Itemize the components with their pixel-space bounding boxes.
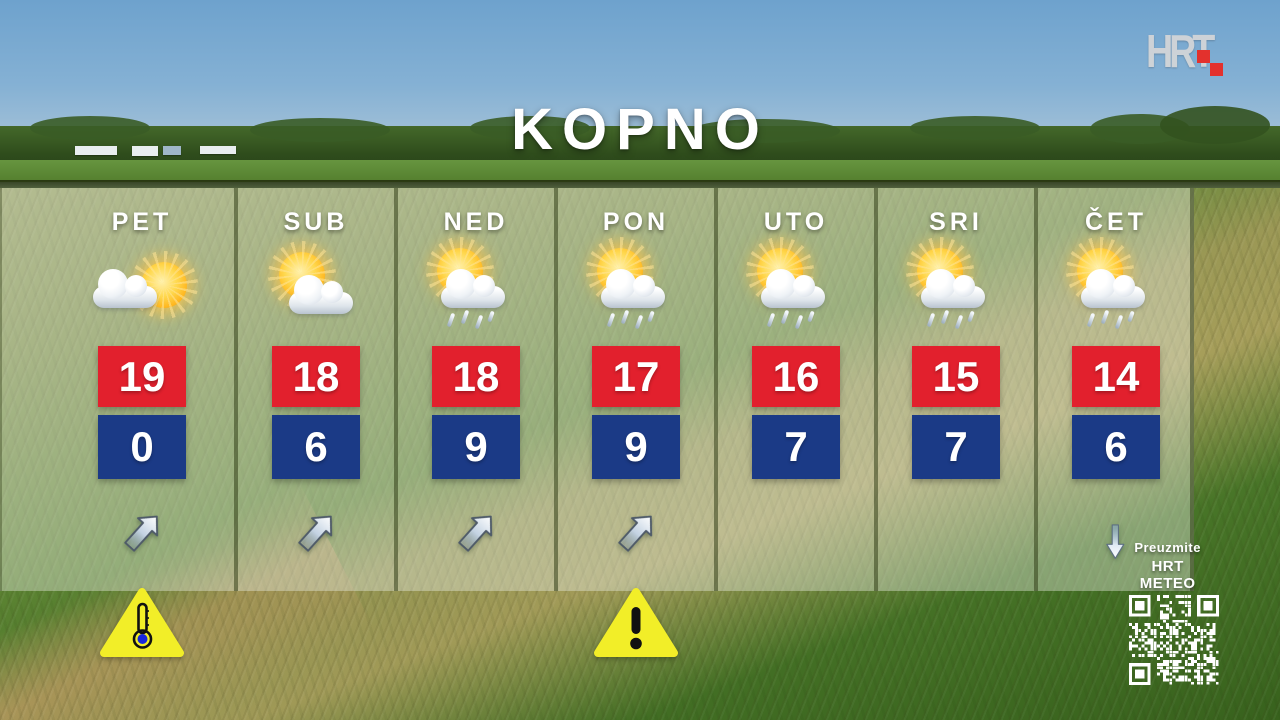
rain-icon xyxy=(926,309,987,334)
high-temperature: 15 xyxy=(912,346,1000,407)
farm-building xyxy=(200,146,236,154)
high-temperature: 19 xyxy=(98,346,186,407)
low-temperature: 7 xyxy=(912,415,1000,479)
promo-line2: HRT METEO xyxy=(1139,558,1196,592)
rain-icon xyxy=(766,309,827,334)
farm-building xyxy=(163,146,181,155)
warning-slot xyxy=(593,587,679,659)
general-warning-icon xyxy=(594,588,678,657)
rain-icon xyxy=(446,309,507,334)
cloud-icon xyxy=(93,269,157,308)
cloud-icon xyxy=(921,269,985,308)
day-label: SUB xyxy=(283,208,349,236)
tree-clump xyxy=(910,116,1040,140)
weather-icon xyxy=(741,237,851,334)
cloud-icon xyxy=(289,275,353,314)
high-temperature: 16 xyxy=(752,346,840,407)
warning-slot xyxy=(273,587,359,659)
cloud-icon xyxy=(441,269,505,308)
treeline xyxy=(0,106,1280,166)
warning-slot xyxy=(913,587,999,659)
cloud-icon xyxy=(601,269,665,308)
qr-code xyxy=(1129,595,1219,685)
day-label: PON xyxy=(602,208,670,236)
weather-icon xyxy=(261,241,371,332)
tree-clump xyxy=(470,116,590,140)
day-column: UTO 16 7 xyxy=(714,188,874,591)
low-temperature: 6 xyxy=(272,415,360,479)
high-temperature: 18 xyxy=(432,346,520,407)
weather-icon xyxy=(901,237,1011,334)
low-temperature: 9 xyxy=(432,415,520,479)
tree-clump xyxy=(30,116,150,140)
wind-arrow-icon xyxy=(612,509,660,557)
promo-line1: Preuzmite xyxy=(1134,540,1201,555)
low-temperature-warning-icon xyxy=(100,588,184,657)
field-boundary-line xyxy=(0,180,1280,188)
app-promo: Preuzmite HRT METEO xyxy=(1106,518,1204,592)
horizon-grass xyxy=(0,160,1280,182)
rain-icon xyxy=(606,309,667,334)
low-temperature: 7 xyxy=(752,415,840,479)
cloud-icon xyxy=(1081,269,1145,308)
day-label: NED xyxy=(443,208,509,236)
weather-icon xyxy=(87,246,198,332)
wind-arrow-icon xyxy=(292,509,340,557)
high-temperature: 14 xyxy=(1072,346,1160,407)
day-column: PON 17 9 xyxy=(554,188,714,657)
day-column: SRI 15 7 xyxy=(874,188,1034,591)
warning-slot xyxy=(433,587,519,659)
hrt-checker-square xyxy=(1210,63,1223,76)
tree-clump xyxy=(250,118,390,142)
day-label: SRI xyxy=(929,208,983,236)
high-temperature: 18 xyxy=(272,346,360,407)
high-temperature: 17 xyxy=(592,346,680,407)
promo-text: Preuzmite HRT METEO xyxy=(1132,540,1204,592)
low-temperature: 6 xyxy=(1072,415,1160,479)
weather-icon xyxy=(581,237,691,334)
download-arrow-icon xyxy=(1106,524,1125,559)
weather-icon xyxy=(421,237,531,334)
sun-icon xyxy=(268,241,336,309)
low-temperature: 0 xyxy=(98,415,186,479)
tree-clump xyxy=(1160,106,1270,144)
weather-icon xyxy=(1061,237,1171,334)
farm-building xyxy=(132,146,158,156)
warning-slot xyxy=(99,587,185,659)
hrt-checker-square xyxy=(1197,50,1210,63)
day-column: NED 18 9 xyxy=(394,188,554,591)
wind-arrow-icon xyxy=(452,509,500,557)
rain-icon xyxy=(1086,309,1147,334)
warning-slot xyxy=(753,587,839,659)
wind-arrow-icon xyxy=(118,509,166,557)
low-temperature: 9 xyxy=(592,415,680,479)
day-column: ČET 14 6 Preuzmite HRT METEO xyxy=(1034,188,1200,592)
day-label: UTO xyxy=(763,208,829,236)
tree-clump xyxy=(690,119,840,143)
day-column: SUB 18 6 xyxy=(234,188,394,591)
cloud-icon xyxy=(761,269,825,308)
forecast-panel: PET 19 0 SUB 18 6 xyxy=(0,188,1200,657)
day-label: ČET xyxy=(1085,208,1147,236)
day-label: PET xyxy=(111,208,173,236)
farm-building xyxy=(75,146,117,155)
hrt-logo: HRT xyxy=(1146,28,1232,80)
day-column: PET 19 0 xyxy=(2,188,234,657)
page-title: KOPNO xyxy=(511,97,769,162)
